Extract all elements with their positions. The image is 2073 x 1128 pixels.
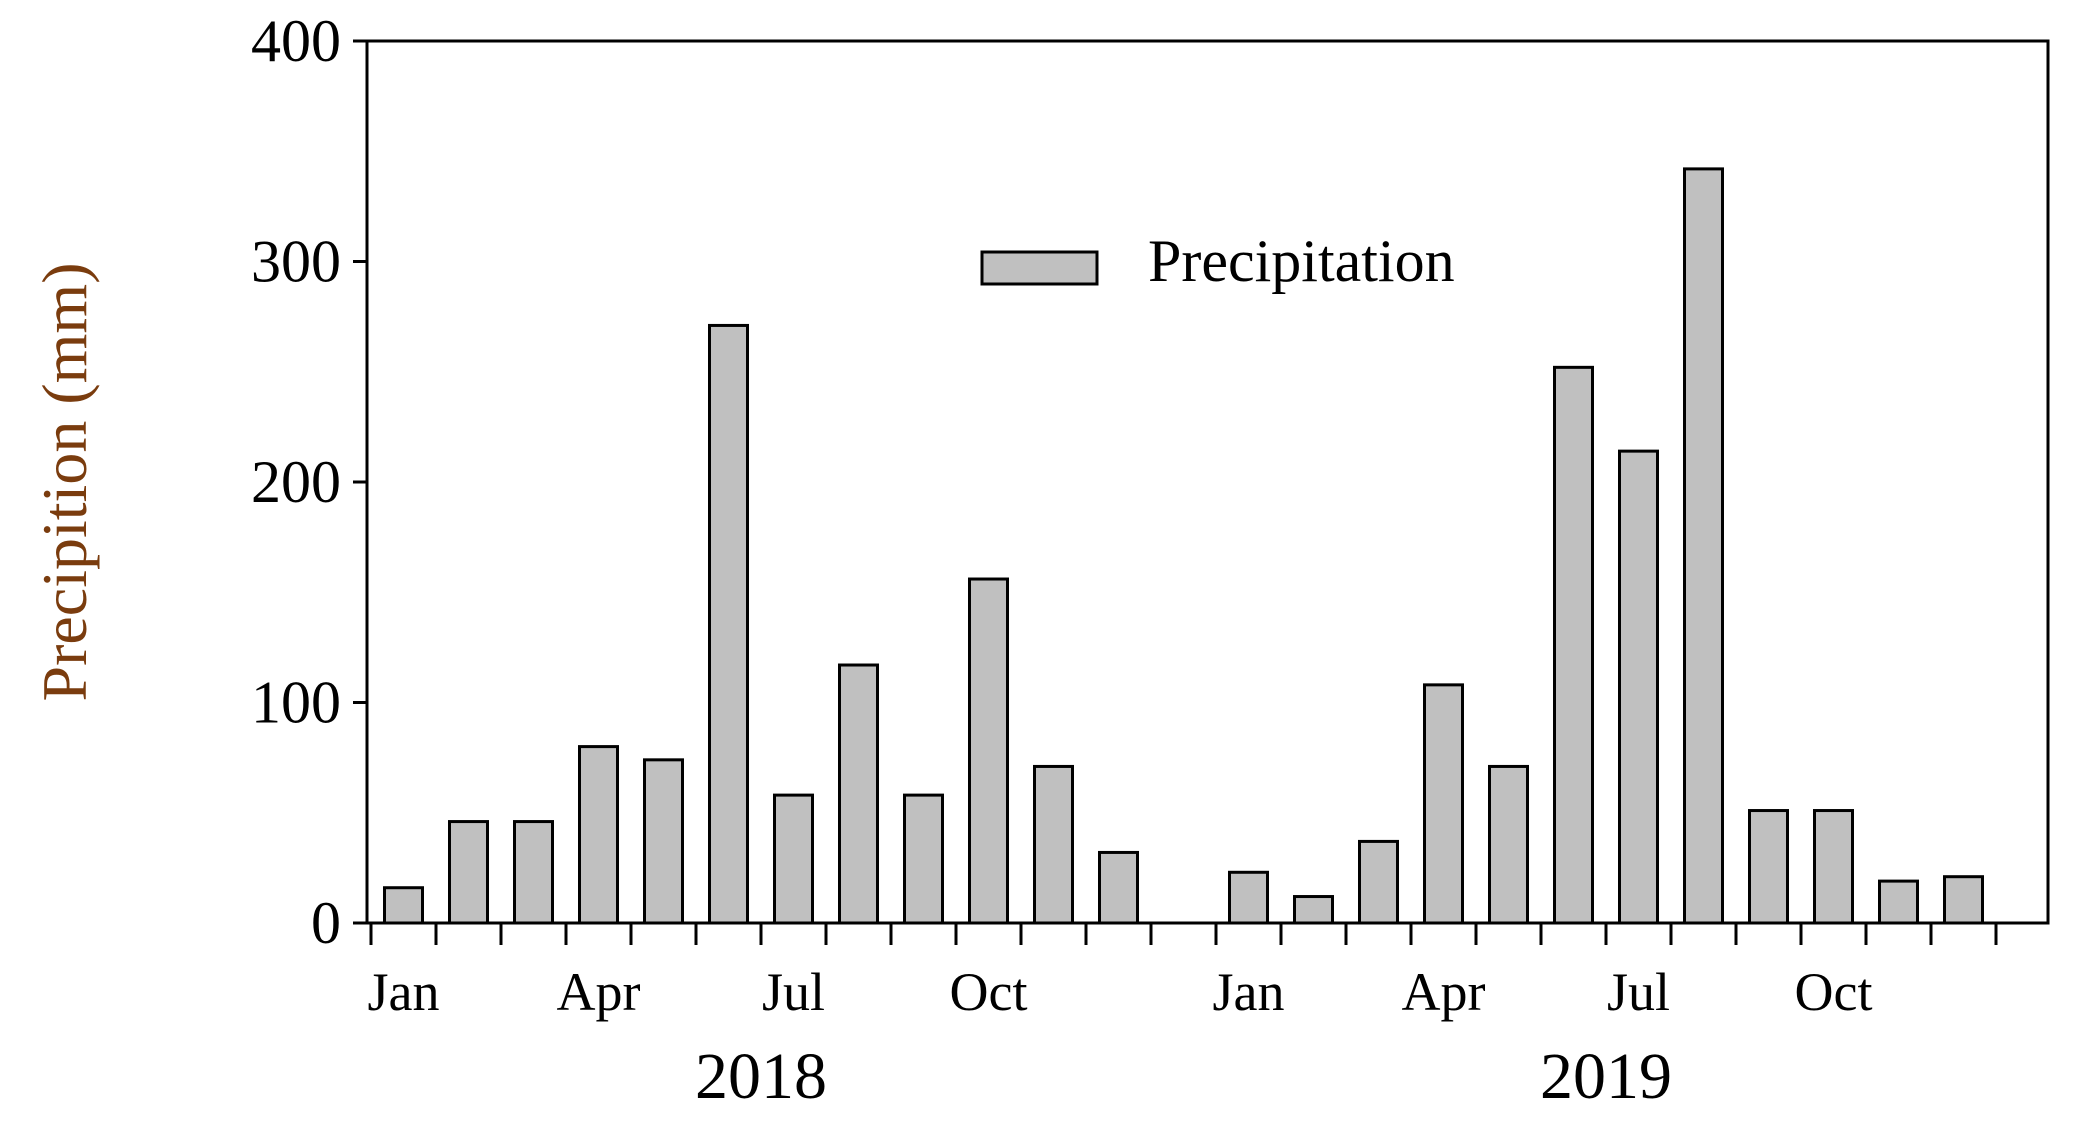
bar-2019-may (1488, 764, 1529, 925)
x-tick-label-jul: Jul (1607, 962, 1670, 1022)
bar-2018-sep (903, 793, 944, 925)
bar-2019-aug (1683, 167, 1724, 925)
bar-2018-oct (968, 577, 1009, 925)
y-tick-label: 100 (251, 670, 341, 736)
bar-2019-jun (1553, 365, 1594, 925)
x-tick-label-oct: Oct (1795, 962, 1873, 1022)
x-axis-ticks: Jan Apr Jul Oct 2018 Jan Apr Jul Oct 2019 (368, 923, 1998, 1113)
legend-label: Precipitation (1148, 228, 1455, 294)
bar-2019-jan (1228, 870, 1269, 925)
y-tick-label: 200 (251, 449, 341, 515)
bar-2019-sep (1748, 809, 1789, 925)
x-group-label-2018: 2018 (695, 1040, 827, 1113)
bars (383, 167, 1984, 925)
bar-2018-mar (513, 820, 554, 925)
y-tick-label: 0 (311, 890, 341, 956)
x-tick-label-apr: Apr (1402, 962, 1486, 1022)
bar-2019-feb (1293, 895, 1334, 925)
bar-2019-nov (1878, 879, 1919, 925)
x-tick-label-apr: Apr (557, 962, 641, 1022)
bar-2018-may (643, 758, 684, 925)
bar-2019-jul (1618, 449, 1659, 925)
legend-swatch (980, 250, 1099, 286)
x-tick-label-oct: Oct (950, 962, 1028, 1022)
x-tick-label-jan: Jan (368, 962, 440, 1022)
bar-2018-apr (578, 745, 619, 925)
x-tick-label-jan: Jan (1213, 962, 1285, 1022)
bar-2018-feb (448, 820, 489, 925)
bar-2018-dec (1098, 850, 1139, 925)
y-axis-ticks: 0 100 200 300 400 (251, 8, 367, 956)
bar-2019-apr (1423, 683, 1464, 925)
bar-2018-aug (838, 663, 879, 925)
x-tick-label-jul: Jul (762, 962, 825, 1022)
bar-2018-nov (1033, 764, 1074, 925)
y-tick-label: 400 (251, 8, 341, 74)
legend: Precipitation (980, 228, 1455, 294)
bar-2019-dec (1943, 875, 1984, 925)
bar-2019-oct (1813, 809, 1854, 925)
bar-2019-mar (1358, 839, 1399, 925)
plot-frame (365, 39, 2050, 925)
bar-2018-jun (708, 323, 749, 925)
bar-2018-jul (773, 793, 814, 925)
x-group-label-2019: 2019 (1540, 1040, 1672, 1113)
y-tick-label: 300 (251, 229, 341, 295)
y-axis-title: Precipition (mm) (29, 262, 100, 701)
bar-2018-jan (383, 886, 424, 925)
